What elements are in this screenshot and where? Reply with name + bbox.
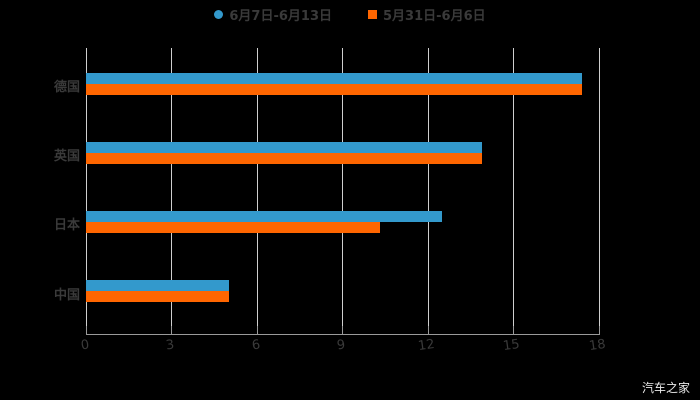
- bar-jun7-13[interactable]: [86, 142, 482, 153]
- bar-may31-jun6[interactable]: [86, 153, 482, 164]
- gridline: [86, 48, 87, 326]
- bar-may31-jun6[interactable]: [86, 84, 582, 95]
- x-tick: [257, 326, 258, 334]
- gridline: [513, 48, 514, 326]
- gridline: [171, 48, 172, 326]
- bar-jun7-13[interactable]: [86, 211, 442, 222]
- x-tick: [513, 326, 514, 334]
- bar-may31-jun6[interactable]: [86, 291, 229, 302]
- x-tick-label: 9: [336, 337, 347, 354]
- category-label-japan: 日本: [53, 218, 80, 233]
- gridline: [428, 48, 429, 326]
- x-tick-label: 0: [80, 337, 91, 354]
- category-label-uk: 英国: [53, 149, 80, 164]
- legend-label: 6月7日-6月13日: [229, 8, 332, 24]
- x-tick-label: 12: [417, 336, 436, 355]
- x-tick-label: 15: [502, 336, 521, 355]
- gridline: [342, 48, 343, 326]
- x-tick-label: 6: [251, 337, 262, 354]
- chart-legend: 6月7日-6月13日 5月31日-6月6日: [0, 5, 700, 24]
- category-label-china: 中国: [53, 288, 80, 303]
- x-tick: [428, 326, 429, 334]
- legend-square-icon: [368, 9, 377, 19]
- x-tick: [86, 326, 87, 334]
- legend-item-week-may31-jun6[interactable]: 5月31日-6月6日: [368, 5, 486, 24]
- x-tick: [171, 326, 172, 334]
- legend-item-week-jun7-13[interactable]: 6月7日-6月13日: [214, 5, 332, 24]
- x-tick-label: 3: [165, 337, 176, 354]
- watermark: 汽车之家: [641, 381, 690, 395]
- x-tick-label: 18: [588, 336, 607, 355]
- gridline: [599, 48, 600, 326]
- bar-jun7-13[interactable]: [86, 280, 229, 291]
- category-label-germany: 德国: [53, 80, 80, 95]
- legend-dot-icon: [214, 9, 224, 19]
- bar-jun7-13[interactable]: [86, 73, 582, 84]
- x-axis-line: [86, 334, 600, 335]
- gridline: [257, 48, 258, 326]
- legend-label: 5月31日-6月6日: [383, 8, 486, 24]
- bar-may31-jun6[interactable]: [86, 222, 380, 233]
- x-tick: [599, 326, 600, 334]
- x-tick: [342, 326, 343, 334]
- plot-area: [86, 48, 600, 326]
